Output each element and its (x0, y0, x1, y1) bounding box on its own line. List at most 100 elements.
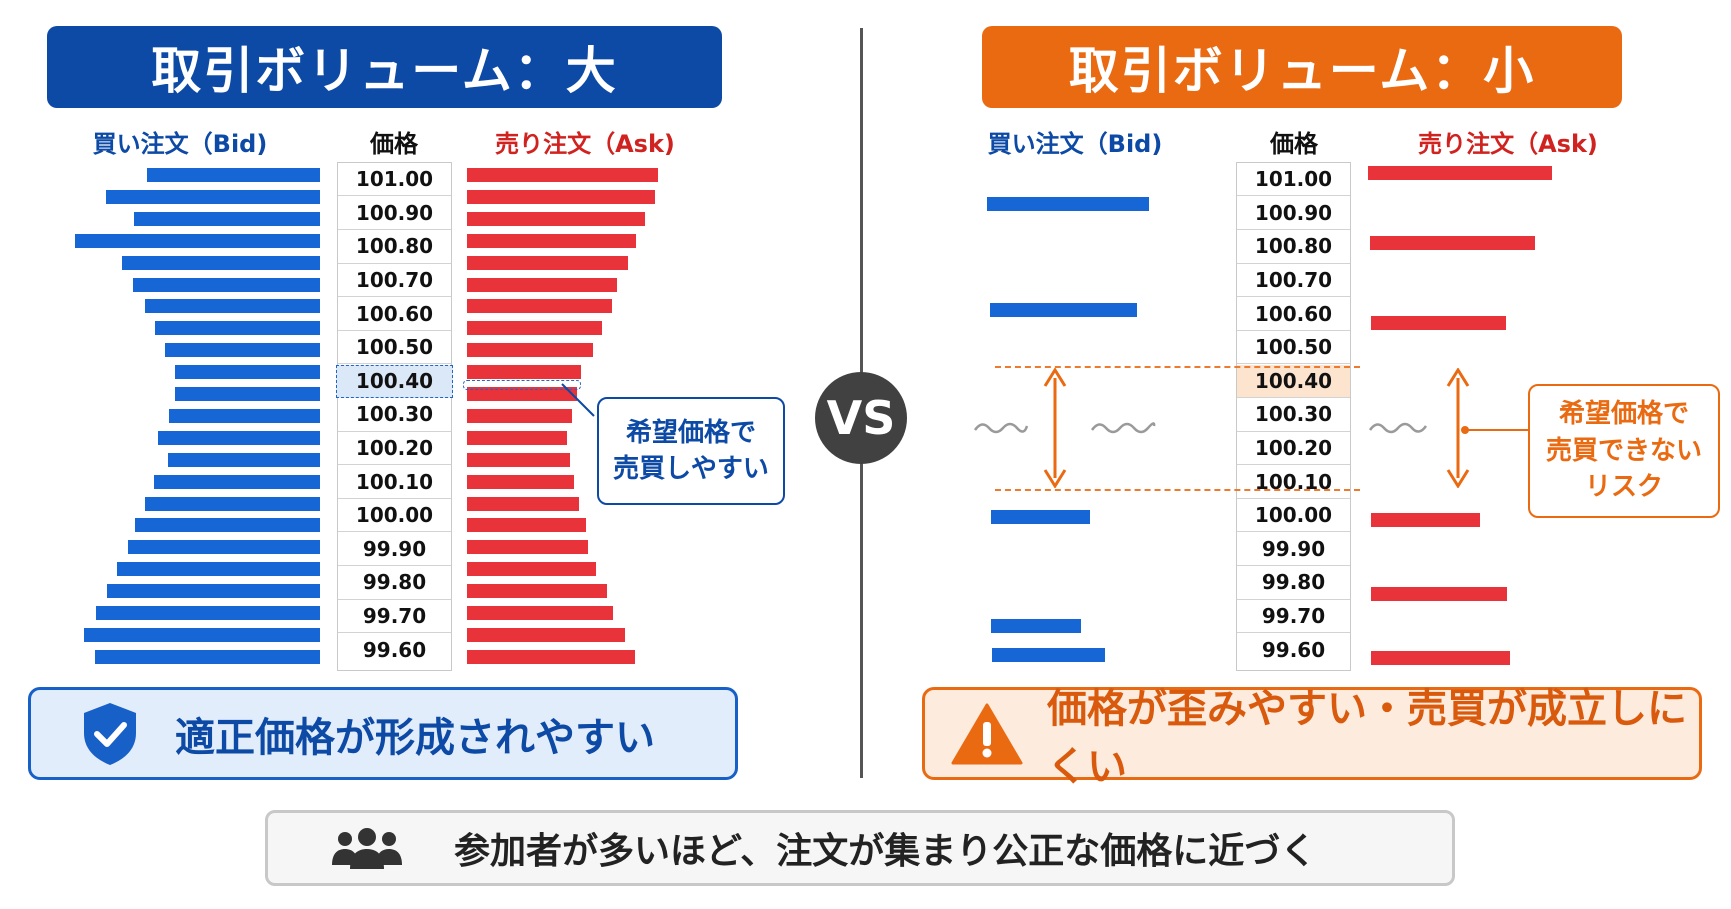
right-ask-bar (1371, 587, 1507, 601)
left-ask-bar (467, 299, 612, 314)
left-bid-bar (145, 496, 320, 511)
left-price-cell: 100.20 (338, 432, 451, 466)
right-price-cell: 100.60 (1237, 297, 1350, 331)
right-ask-header: 売り注文（Ask) (1418, 130, 1598, 158)
left-bid-bar (155, 321, 320, 336)
left-ask-bar (467, 387, 577, 401)
right-price-column: 101.00 100.90 100.80 100.70 100.60 100.50 100.… (1236, 162, 1351, 671)
left-highlight-connector (463, 380, 581, 390)
right-result-text: 価格が歪みやすい・売買が成立しにくい (1047, 685, 1687, 790)
left-bid-bar (169, 408, 320, 423)
wave-mark-bid-left (973, 422, 1029, 434)
people-icon (330, 827, 404, 869)
left-price-cell: 99.70 (338, 600, 451, 634)
right-callout-pointer (1461, 426, 1528, 434)
left-bid-bar (175, 387, 320, 401)
shield-check-icon (81, 701, 139, 767)
warning-icon (951, 702, 1023, 766)
left-bid-bar (128, 540, 320, 555)
left-bid-bar (135, 518, 320, 533)
left-result-text: 適正価格が形成されやすい (175, 714, 655, 761)
left-price-cell: 100.60 (338, 297, 451, 331)
left-bid-bar (168, 452, 320, 467)
right-price-cell: 99.90 (1237, 533, 1350, 566)
left-bid-bar (106, 189, 320, 204)
right-price-cell: 100.00 (1237, 499, 1350, 533)
left-bid-bar (96, 606, 320, 620)
left-callout-line-1: 希望価格で (625, 417, 756, 448)
left-bid-bar (145, 299, 320, 314)
left-callout-pointer (561, 383, 595, 417)
right-callout-line-1: 希望価格で (1558, 399, 1689, 430)
right-ask-bar (1371, 651, 1510, 665)
right-bid-bar (992, 648, 1105, 662)
left-result-box: 適正価格が形成されやすい (28, 687, 738, 780)
right-price-cell: 99.70 (1237, 600, 1350, 634)
right-bid-header: 買い注文（Bid) (987, 130, 1163, 158)
left-ask-bar (467, 518, 586, 533)
left-ask-bar (467, 255, 628, 270)
left-bid-header: 買い注文（Bid) (92, 130, 268, 158)
right-price-cell: 99.60 (1261, 638, 1326, 663)
vs-badge: VS (815, 372, 907, 464)
left-ask-bar (467, 606, 613, 620)
left-ask-bar (467, 496, 579, 511)
right-result-box: 価格が歪みやすい・売買が成立しにくい (922, 686, 1702, 790)
left-ask-header: 売り注文（Ask) (495, 130, 675, 158)
gap-bottom-line (995, 489, 1360, 491)
right-price-cell: 100.10 (1237, 465, 1350, 499)
left-callout: 希望価格で 売買しやすい (597, 397, 785, 505)
left-price-column: 101.00 100.90 100.80 100.70 100.60 100.50 100.… (336, 162, 453, 671)
right-price-cell: 100.90 (1237, 197, 1350, 230)
right-bid-bar (991, 510, 1090, 524)
left-ask-bar (467, 474, 574, 489)
left-ask-bar (467, 408, 572, 423)
left-bid-bar (75, 233, 320, 248)
right-price-cell: 99.80 (1237, 566, 1350, 600)
left-callout-line-2: 売買しやすい (613, 454, 769, 484)
gap-top-line (995, 366, 1360, 368)
left-bid-bar (122, 255, 320, 270)
left-bid-bar (134, 211, 320, 226)
left-ask-bar (467, 211, 645, 226)
left-ask-bar (467, 233, 636, 248)
right-callout: 希望価格で 売買できない リスク (1528, 384, 1720, 518)
left-ask-bar (467, 430, 567, 445)
left-bid-bar (95, 649, 320, 664)
left-ask-bar (467, 562, 596, 577)
right-callout-line-2: 売買できない (1545, 435, 1702, 466)
right-ask-bar (1371, 513, 1480, 527)
left-title: 取引ボリューム：大 (47, 26, 722, 108)
right-bid-bar (991, 619, 1081, 633)
wave-mark-ask (1368, 422, 1428, 434)
right-price-cell: 100.70 (1237, 264, 1350, 298)
left-price-cell: 99.60 (362, 638, 427, 663)
right-price-cell: 100.20 (1237, 432, 1350, 466)
left-ask-bar (467, 168, 658, 182)
gap-arrow-left (1043, 368, 1067, 488)
left-ask-bar (467, 321, 602, 336)
bottom-note-text: 参加者が多いほど、注文が集まり公正な価格に近づく (454, 831, 1317, 872)
left-price-cell: 100.50 (338, 331, 451, 365)
left-ask-bar (467, 277, 617, 292)
left-price-cell: 99.80 (338, 566, 451, 600)
left-bid-bar (133, 277, 320, 292)
right-bid-bar (987, 197, 1149, 211)
left-price-cell: 101.00 (338, 163, 451, 197)
left-bid-bar (107, 584, 320, 599)
right-price-cell: 100.80 (1237, 230, 1350, 264)
right-price-cell: 100.40 (1237, 364, 1350, 398)
left-price-cell: 100.40 (336, 364, 453, 398)
left-ask-bar (467, 540, 588, 555)
left-ask-bar (467, 343, 593, 358)
right-price-cell: 101.00 (1237, 163, 1350, 197)
left-ask-bar (467, 584, 607, 599)
right-ask-bar (1371, 316, 1506, 330)
right-ask-bar (1368, 166, 1552, 180)
left-ask-bar (467, 365, 581, 380)
right-title: 取引ボリューム：小 (982, 26, 1622, 108)
left-bid-bar (165, 343, 320, 358)
left-price-cell: 100.10 (338, 465, 451, 499)
right-bid-bar (990, 303, 1137, 317)
left-bid-bar (175, 365, 320, 380)
